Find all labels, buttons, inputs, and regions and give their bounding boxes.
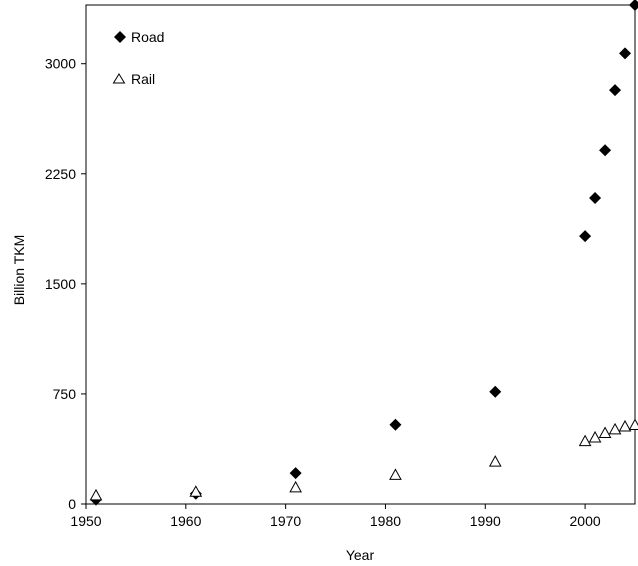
rail-point bbox=[608, 422, 622, 435]
y-tick-label: 1500 bbox=[45, 276, 76, 292]
rail-point bbox=[89, 488, 103, 501]
plot-area bbox=[85, 4, 636, 505]
legend: Road Rail bbox=[112, 29, 164, 87]
road-point bbox=[619, 47, 632, 60]
data-points bbox=[89, 0, 638, 506]
road-point bbox=[599, 144, 612, 157]
x-tick-label: 1970 bbox=[270, 513, 301, 529]
rail-point bbox=[389, 468, 402, 480]
legend-road-marker bbox=[114, 31, 126, 43]
rail-point bbox=[598, 426, 612, 439]
rail-point bbox=[289, 480, 302, 493]
x-tick-label: 1950 bbox=[70, 513, 101, 529]
x-tick-label: 1980 bbox=[370, 513, 401, 529]
road-point bbox=[609, 84, 622, 97]
road-point bbox=[389, 418, 402, 431]
y-tick-label: 0 bbox=[68, 496, 76, 512]
road-point bbox=[629, 0, 638, 11]
x-tick-label: 1990 bbox=[470, 513, 501, 529]
road-point bbox=[579, 230, 592, 243]
y-tick-label: 3000 bbox=[45, 56, 76, 72]
road-point bbox=[589, 191, 602, 204]
rail-point bbox=[618, 419, 632, 432]
y-axis-ticks: 0 750 1500 2250 3000 bbox=[45, 56, 86, 512]
legend-rail-marker bbox=[112, 73, 126, 84]
rail-point bbox=[189, 485, 203, 497]
x-tick-label: 1960 bbox=[170, 513, 201, 529]
x-axis-title: Year bbox=[346, 547, 375, 563]
y-tick-label: 2250 bbox=[45, 166, 76, 182]
y-tick-label: 750 bbox=[53, 386, 77, 402]
rail-point bbox=[588, 430, 602, 443]
road-point bbox=[289, 467, 302, 480]
legend-rail-label: Rail bbox=[131, 71, 155, 87]
legend-road-label: Road bbox=[131, 29, 164, 45]
x-tick-label: 2000 bbox=[570, 513, 601, 529]
x-axis-ticks: 1950 1960 1970 1980 1990 2000 bbox=[70, 504, 601, 529]
rail-point bbox=[578, 434, 592, 447]
y-axis-title: Billion TKM bbox=[11, 235, 27, 306]
road-point bbox=[489, 385, 502, 398]
rail-point bbox=[488, 455, 502, 467]
